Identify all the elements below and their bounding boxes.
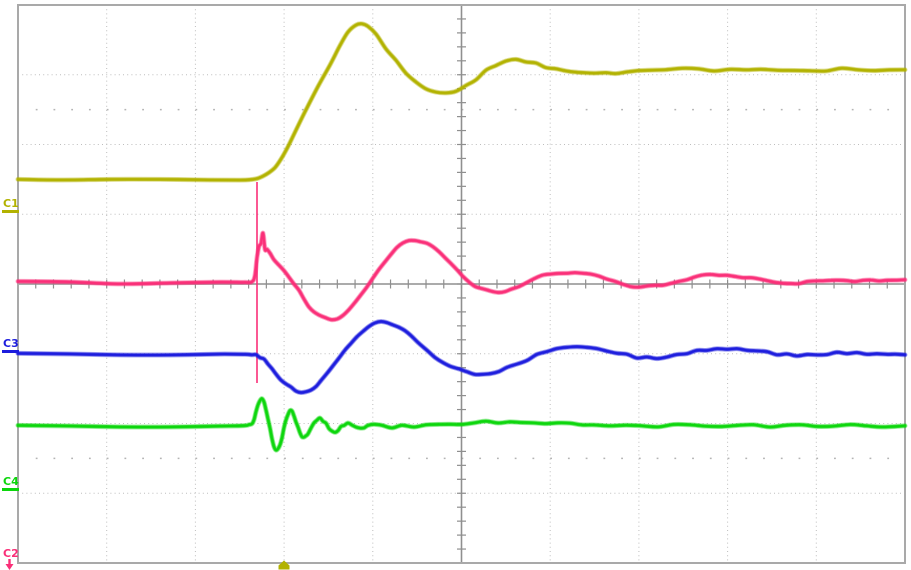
trace-c3 [15,319,908,396]
channel-zero-marker [2,210,19,213]
trigger-position-marker [278,560,290,570]
graticule [17,4,906,564]
channel-indicator-c1: C1 [2,197,19,213]
channel-zero-marker [2,350,19,353]
channel-label-c2: C2 [3,547,19,560]
trace-core [17,397,906,452]
trace-c4 [15,396,908,453]
trace-core [17,22,906,182]
trace-c1 [15,21,908,183]
channel-indicator-c4: C4 [2,475,19,491]
trace-c2 [15,230,908,323]
channel-label-c3: C3 [3,337,19,350]
channel-label-c1: C1 [3,197,19,210]
trace-core [17,320,906,394]
channel-indicator-c2: C2 [3,547,19,570]
channel-label-c4: C4 [3,475,19,488]
trace-core [17,232,906,321]
channel-offscreen-arrowhead-icon [5,564,14,570]
channel-indicator-c3: C3 [2,337,19,353]
graticule-border [17,4,906,564]
channel-zero-marker [2,488,19,491]
